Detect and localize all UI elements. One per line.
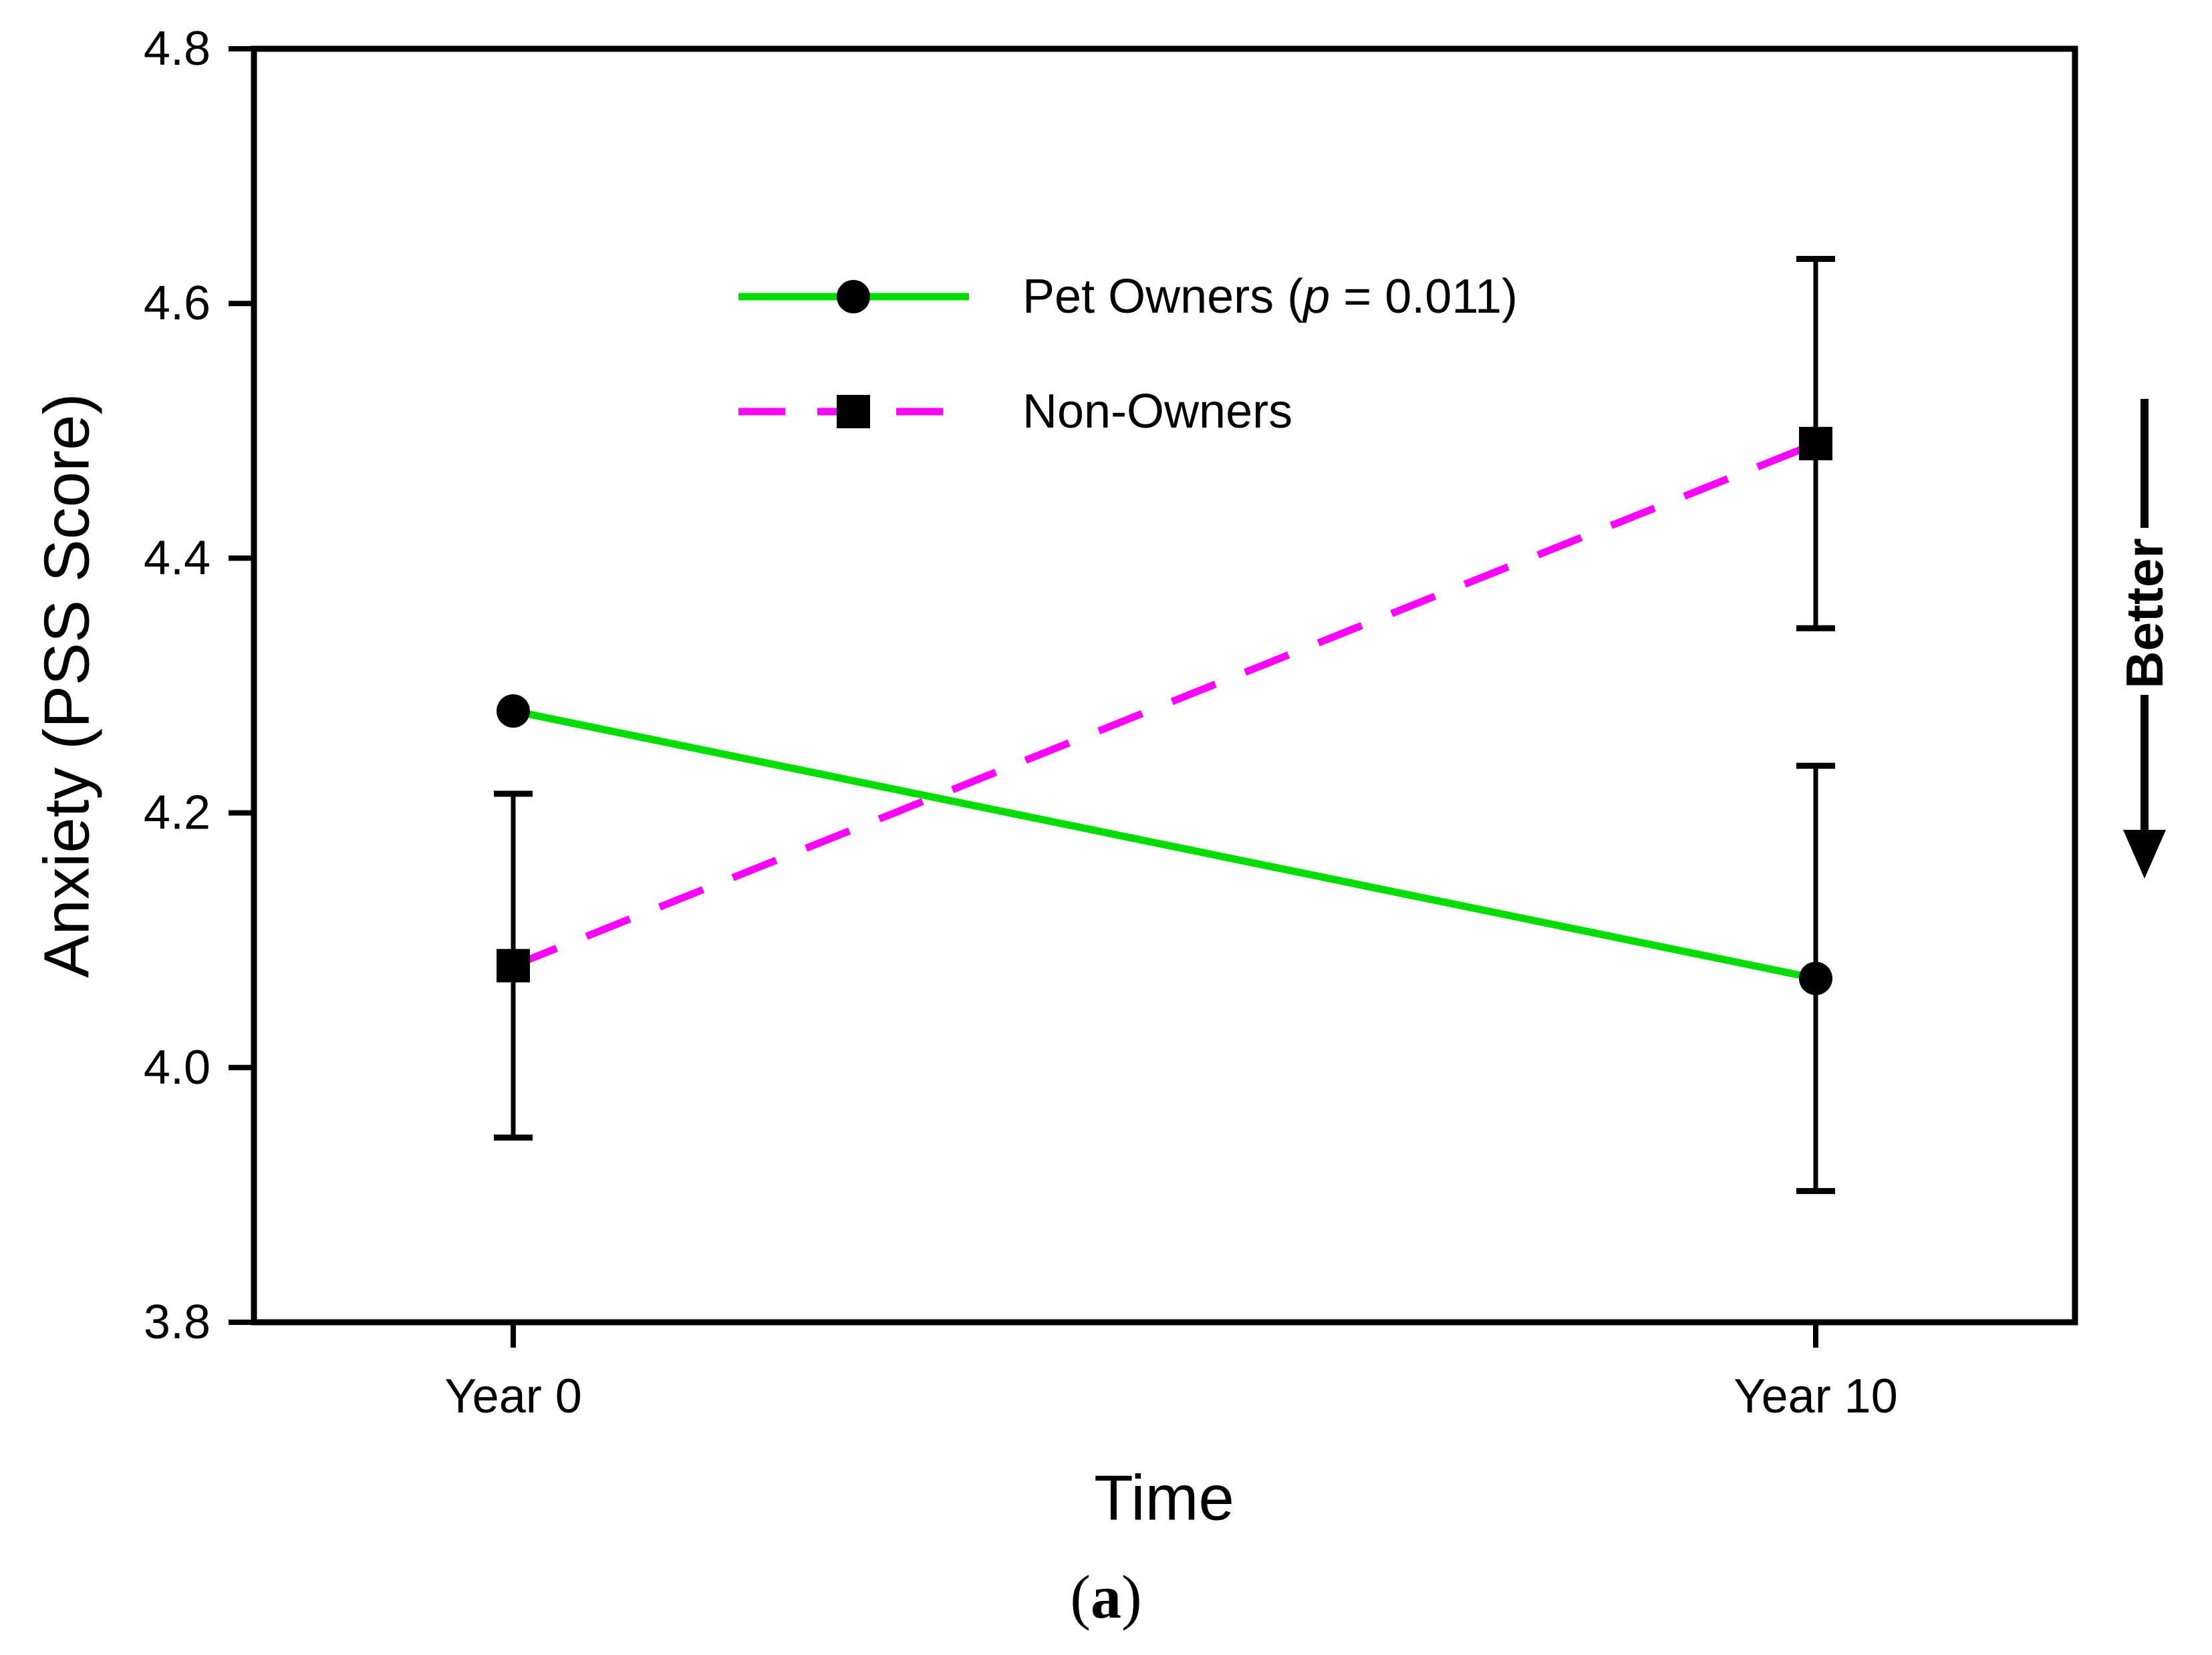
x-axis-title: Time [1094, 1463, 1234, 1534]
legend-marker-circle [837, 280, 870, 313]
legend-label: Non-Owners [1022, 385, 1292, 438]
y-tick-label: 4.4 [144, 531, 211, 585]
y-tick-label: 4.0 [144, 1041, 211, 1094]
x-tick-label: Year 0 [444, 1370, 582, 1423]
y-axis-ticks: 3.8 4.0 4.2 4.4 4.6 4.8 [144, 22, 254, 1349]
y-tick-label: 4.6 [144, 277, 211, 330]
series-line-non-owners [511, 440, 1818, 969]
figure-caption: (a) [1070, 1563, 1141, 1631]
legend-marker-square [837, 395, 870, 428]
better-annotation-label: Better [2115, 538, 2174, 688]
data-point-circle-pet-owners-p-0-011 [1799, 961, 1832, 996]
plot-frame [251, 45, 2078, 1326]
data-point-circle-pet-owners-p-0-011 [497, 694, 530, 728]
legend-item-non-owners: Non-Owners [738, 385, 1292, 438]
data-point-square-non-owners [1799, 426, 1832, 460]
better-arrow-head-icon [2123, 830, 2166, 879]
x-tick-label: Year 10 [1734, 1370, 1898, 1423]
y-axis-title: Anxiety (PSS Score) [31, 394, 103, 978]
better-annotation: Better [2115, 399, 2174, 879]
y-tick-label: 4.2 [144, 786, 211, 840]
legend-item-pet-owners-p-0-011: Pet Owners (p = 0.011) [738, 270, 1518, 323]
x-axis-ticks: Year 0 Year 10 [444, 1322, 1898, 1423]
legend-label: Pet Owners (p = 0.011) [1022, 270, 1518, 323]
y-tick-label: 3.8 [144, 1296, 211, 1349]
y-tick-label: 4.8 [144, 22, 211, 76]
legend: Pet Owners (p = 0.011) Non-Owners [738, 270, 1518, 438]
series-markers [497, 426, 1832, 996]
series-lines [511, 440, 1818, 982]
series-line-pet-owners-p-0-011 [512, 707, 1817, 982]
data-point-square-non-owners [497, 949, 530, 983]
